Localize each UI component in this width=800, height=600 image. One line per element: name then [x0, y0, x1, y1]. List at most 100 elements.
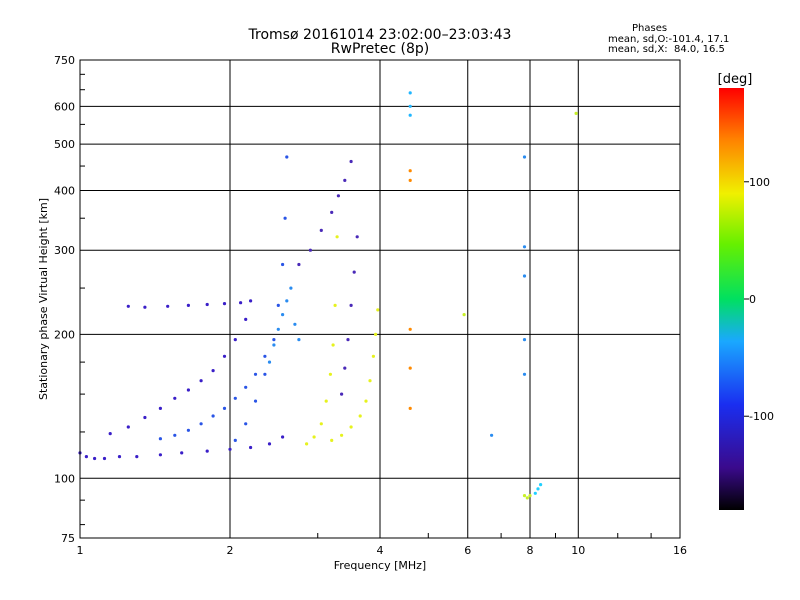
data-point	[340, 392, 344, 396]
data-point	[490, 433, 494, 437]
data-point	[408, 406, 412, 410]
data-point	[330, 210, 334, 214]
data-point	[305, 442, 309, 446]
phases-x-stats: mean, sd,X: 84.0, 16.5	[608, 44, 725, 55]
data-point	[355, 235, 359, 239]
data-point	[297, 338, 301, 342]
data-point	[376, 308, 380, 312]
data-point	[346, 338, 350, 342]
data-point	[249, 299, 253, 303]
data-point	[358, 414, 362, 418]
data-point	[343, 178, 347, 182]
data-point	[244, 422, 248, 426]
data-point	[525, 496, 529, 500]
data-point	[158, 453, 162, 457]
data-point	[228, 447, 232, 451]
x-tick-label: 16	[673, 544, 687, 557]
y-tick-label: 750	[54, 54, 75, 67]
data-point	[324, 399, 328, 403]
data-point	[408, 113, 412, 117]
y-tick-label: 75	[61, 532, 75, 545]
data-point	[368, 379, 372, 383]
data-point	[331, 343, 335, 347]
data-point	[374, 332, 378, 336]
data-point	[349, 425, 353, 429]
data-point	[102, 456, 107, 461]
data-point	[276, 303, 280, 307]
data-point	[408, 91, 412, 95]
data-point	[335, 235, 339, 239]
data-point	[211, 369, 215, 373]
data-point	[108, 432, 112, 436]
y-tick-label: 300	[54, 244, 75, 257]
data-point	[186, 388, 190, 392]
x-tick-label: 1	[77, 544, 84, 557]
data-point	[522, 494, 527, 498]
data-point	[267, 442, 272, 446]
data-point	[143, 415, 147, 420]
data-point	[211, 414, 215, 418]
data-point	[126, 304, 130, 308]
data-point	[276, 327, 280, 331]
phases-o-stats: mean, sd,O:-101.4, 17.1	[608, 34, 730, 45]
data-point	[233, 438, 237, 442]
data-point	[333, 303, 337, 307]
data-point	[522, 372, 527, 376]
data-point	[352, 270, 356, 274]
data-point	[239, 301, 243, 305]
data-point	[166, 304, 170, 308]
data-point	[297, 262, 301, 267]
data-point	[408, 169, 412, 173]
data-point	[244, 385, 248, 389]
data-point	[263, 372, 267, 376]
data-point	[528, 494, 532, 498]
x-tick-label: 10	[571, 544, 585, 557]
y-tick-label: 100	[54, 472, 75, 485]
colorbar-tick-label: 100	[749, 176, 770, 189]
data-point	[186, 303, 190, 307]
y-tick-label: 200	[54, 328, 75, 341]
data-point	[349, 159, 353, 164]
data-point	[222, 354, 227, 358]
data-point	[253, 372, 258, 376]
data-point	[186, 428, 190, 432]
data-point	[117, 455, 122, 459]
data-point	[84, 455, 88, 459]
data-point	[222, 406, 227, 410]
colorbar-tick-label: 0	[749, 293, 756, 306]
y-tick-label: 400	[54, 184, 75, 197]
data-point	[199, 379, 203, 383]
data-point	[336, 194, 340, 198]
data-point	[522, 274, 527, 278]
plot-frame	[79, 59, 681, 539]
data-point	[312, 435, 316, 439]
x-tick-label: 4	[377, 544, 384, 557]
data-point	[281, 262, 285, 267]
data-point	[462, 313, 466, 317]
data-point	[408, 104, 412, 108]
data-point	[281, 313, 285, 317]
data-point	[539, 483, 543, 487]
data-point	[143, 305, 147, 309]
data-point	[308, 248, 312, 252]
data-point	[285, 155, 289, 159]
data-point	[263, 354, 267, 358]
colorbar-label: [deg]	[718, 72, 753, 87]
data-point	[233, 396, 237, 400]
x-tick-label: 2	[227, 544, 234, 557]
x-tick-label: 8	[527, 544, 534, 557]
data-point	[364, 399, 368, 403]
data-point	[328, 372, 332, 376]
axis-ticks: 1 2 4 6 8 10 16 75 100 200 300 400 500 600 750	[54, 54, 687, 557]
chart-subtitle: RwPretec (8p)	[330, 41, 430, 57]
data-point	[343, 366, 347, 370]
data-point	[272, 338, 276, 342]
data-point	[222, 302, 227, 306]
data-points	[78, 91, 578, 500]
data-point	[408, 366, 412, 370]
data-point	[180, 451, 184, 455]
data-point	[371, 354, 375, 358]
data-point	[173, 396, 177, 400]
data-point	[205, 449, 209, 453]
data-point	[349, 303, 353, 307]
